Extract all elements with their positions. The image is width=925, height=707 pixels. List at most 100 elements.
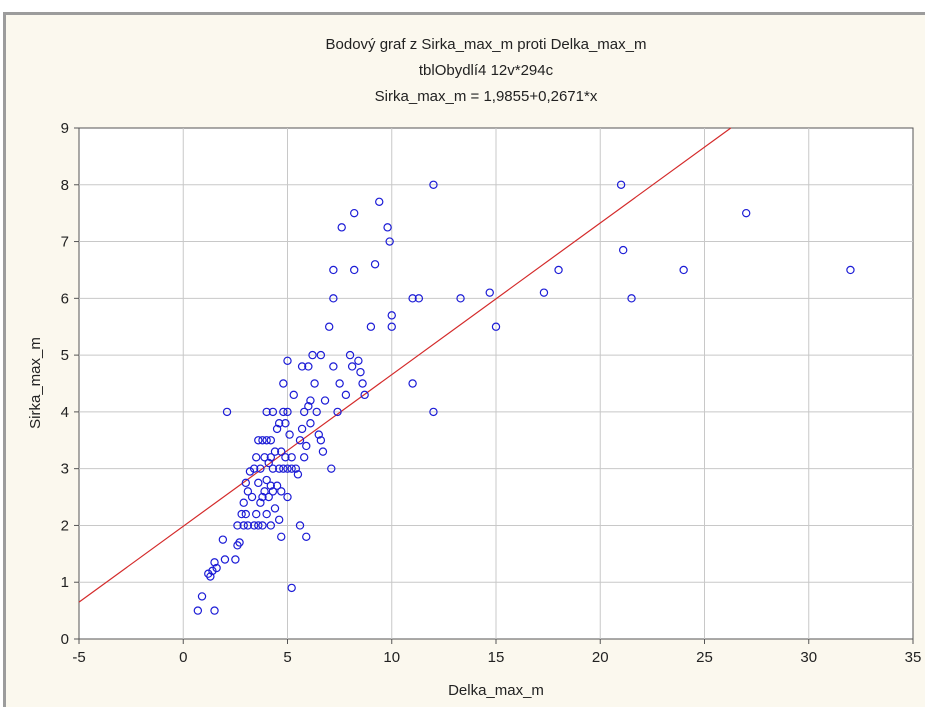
data-point (429, 407, 438, 417)
data-point (279, 464, 288, 473)
data-point (268, 487, 278, 496)
data-point (258, 436, 267, 445)
data-point (254, 436, 263, 445)
x-tick-label: 15 (488, 649, 505, 666)
data-point (302, 532, 311, 542)
data-point (270, 447, 280, 456)
data-point (220, 555, 230, 564)
data-point (306, 419, 315, 428)
data-point (277, 487, 286, 496)
data-point (554, 265, 563, 275)
data-point (279, 379, 288, 388)
data-point (274, 515, 284, 524)
data-point (350, 208, 359, 218)
data-point (262, 436, 271, 445)
data-point (337, 223, 346, 232)
y-axis-label: Sirka_max_m (27, 337, 44, 429)
data-point (212, 563, 221, 573)
data-point (287, 453, 296, 462)
data-point (222, 407, 232, 417)
x-tick-label: 0 (179, 649, 187, 666)
x-tick-label: 30 (800, 649, 817, 666)
data-point (295, 521, 305, 530)
data-point (456, 294, 465, 303)
data-point (243, 521, 253, 530)
data-point (289, 390, 298, 400)
data-point (254, 521, 263, 530)
chart-title: Bodový graf z Sirka_max_m proti Delka_ma… (326, 36, 647, 53)
data-point (277, 447, 286, 456)
data-point (312, 407, 321, 417)
y-tick-label: 9 (61, 120, 69, 137)
data-point (283, 492, 292, 502)
data-point (235, 538, 244, 547)
data-point (262, 475, 271, 485)
y-tick-label: 2 (61, 517, 69, 534)
data-point (387, 311, 396, 320)
x-tick-label: 10 (383, 649, 400, 666)
y-tick-label: 3 (61, 461, 69, 478)
data-point (281, 453, 290, 462)
data-point (354, 356, 363, 365)
data-point (249, 521, 259, 530)
data-point (356, 367, 365, 377)
data-point (264, 492, 273, 502)
data-point (210, 558, 219, 567)
data-point (193, 606, 203, 615)
data-point (358, 379, 367, 388)
data-point (347, 362, 357, 371)
data-point (270, 504, 280, 513)
data-point (262, 407, 271, 417)
data-point (247, 492, 257, 502)
data-point (287, 583, 296, 593)
data-point (254, 478, 263, 488)
y-tick-label: 0 (61, 631, 69, 648)
data-point (231, 555, 240, 564)
y-tick-label: 5 (61, 347, 69, 364)
data-point (258, 492, 267, 502)
x-tick-label: 20 (592, 649, 609, 666)
data-point (260, 487, 269, 496)
data-point (272, 424, 282, 434)
data-points (193, 180, 855, 615)
data-point (256, 498, 265, 507)
data-point (237, 509, 246, 519)
data-point (679, 265, 688, 275)
data-point (327, 464, 336, 473)
data-point (266, 521, 276, 530)
data-point (308, 350, 317, 360)
data-point (485, 288, 494, 297)
data-point (293, 470, 303, 479)
data-point (206, 572, 215, 581)
data-point (218, 535, 228, 544)
data-point (285, 430, 294, 439)
data-point (316, 436, 326, 445)
data-point (274, 419, 284, 428)
data-point (539, 288, 549, 297)
data-point (329, 362, 338, 371)
data-point (283, 407, 292, 417)
data-point (304, 402, 313, 411)
data-point (341, 390, 351, 400)
x-tick-label: 5 (283, 649, 291, 666)
y-tick-label: 8 (61, 177, 69, 194)
data-point (283, 356, 292, 365)
data-point (287, 464, 296, 473)
data-point (260, 453, 269, 462)
data-point (408, 294, 417, 303)
data-point (197, 592, 207, 601)
data-point (742, 208, 751, 218)
data-point (258, 521, 267, 530)
data-point (345, 350, 355, 360)
data-point (256, 464, 265, 473)
data-point (383, 223, 392, 232)
data-point (616, 180, 626, 189)
data-point (291, 464, 301, 473)
data-point (252, 453, 261, 462)
x-tick-label: 25 (696, 649, 713, 666)
regression-line (78, 127, 732, 603)
data-point (297, 424, 307, 434)
y-tick-label: 1 (61, 574, 69, 591)
data-point (385, 237, 394, 246)
